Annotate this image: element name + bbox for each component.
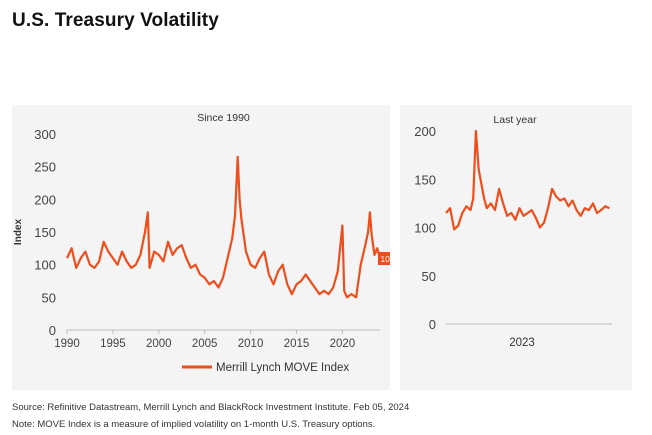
last-year-chart-svg: Last year 0 50 100 150 200 2023	[414, 114, 612, 349]
y-tick-label: 300	[34, 127, 56, 142]
x-tick-label: 2005	[192, 338, 218, 350]
series-line-last-year	[445, 129, 610, 231]
y-tick-label: 100	[34, 258, 56, 273]
series-line-move-index	[66, 155, 382, 299]
y-tick-label: 250	[34, 160, 56, 175]
chart-title-last-year: Last year	[493, 114, 537, 126]
x-axis-label-2023: 2023	[509, 337, 535, 349]
y-tick-label: 50	[422, 269, 436, 284]
y-tick-label: 100	[414, 221, 436, 236]
end-value-label: 108.7	[380, 254, 390, 264]
main-chart-panel: Since 1990 0 50 100 150 200 250 300 1990 1995 2000…	[12, 105, 404, 390]
x-tick-label: 2000	[146, 338, 172, 350]
x-tick-label: 2020	[330, 338, 356, 350]
legend-label: Merrill Lynch MOVE Index	[216, 362, 349, 374]
y-tick-label: 200	[414, 124, 436, 139]
source-note: Source: Refinitive Datastream, Merrill L…	[12, 402, 410, 413]
y-tick-label: 200	[34, 192, 56, 207]
y-axis-label: Index	[13, 219, 24, 246]
y-tick-label: 150	[414, 172, 436, 187]
chart-title: U.S. Treasury Volatility	[12, 10, 219, 31]
footnote: Note: MOVE Index is a measure of implied…	[12, 419, 376, 430]
y-tick-label: 0	[429, 317, 436, 332]
chart-title-since-1990: Since 1990	[197, 112, 250, 124]
y-tick-label: 150	[34, 225, 56, 240]
last-year-chart-panel: Last year 0 50 100 150 200 2023	[400, 105, 632, 390]
y-tick-label: 0	[49, 323, 56, 338]
y-tick-label: 50	[42, 290, 56, 305]
x-tick-label: 2010	[238, 338, 264, 350]
x-tick-label: 2015	[284, 338, 310, 350]
main-chart-svg: Since 1990 0 50 100 150 200 250 300 1990 1995 2000…	[13, 112, 404, 374]
x-tick-label: 1990	[54, 338, 80, 350]
x-tick-label: 1995	[100, 338, 126, 350]
